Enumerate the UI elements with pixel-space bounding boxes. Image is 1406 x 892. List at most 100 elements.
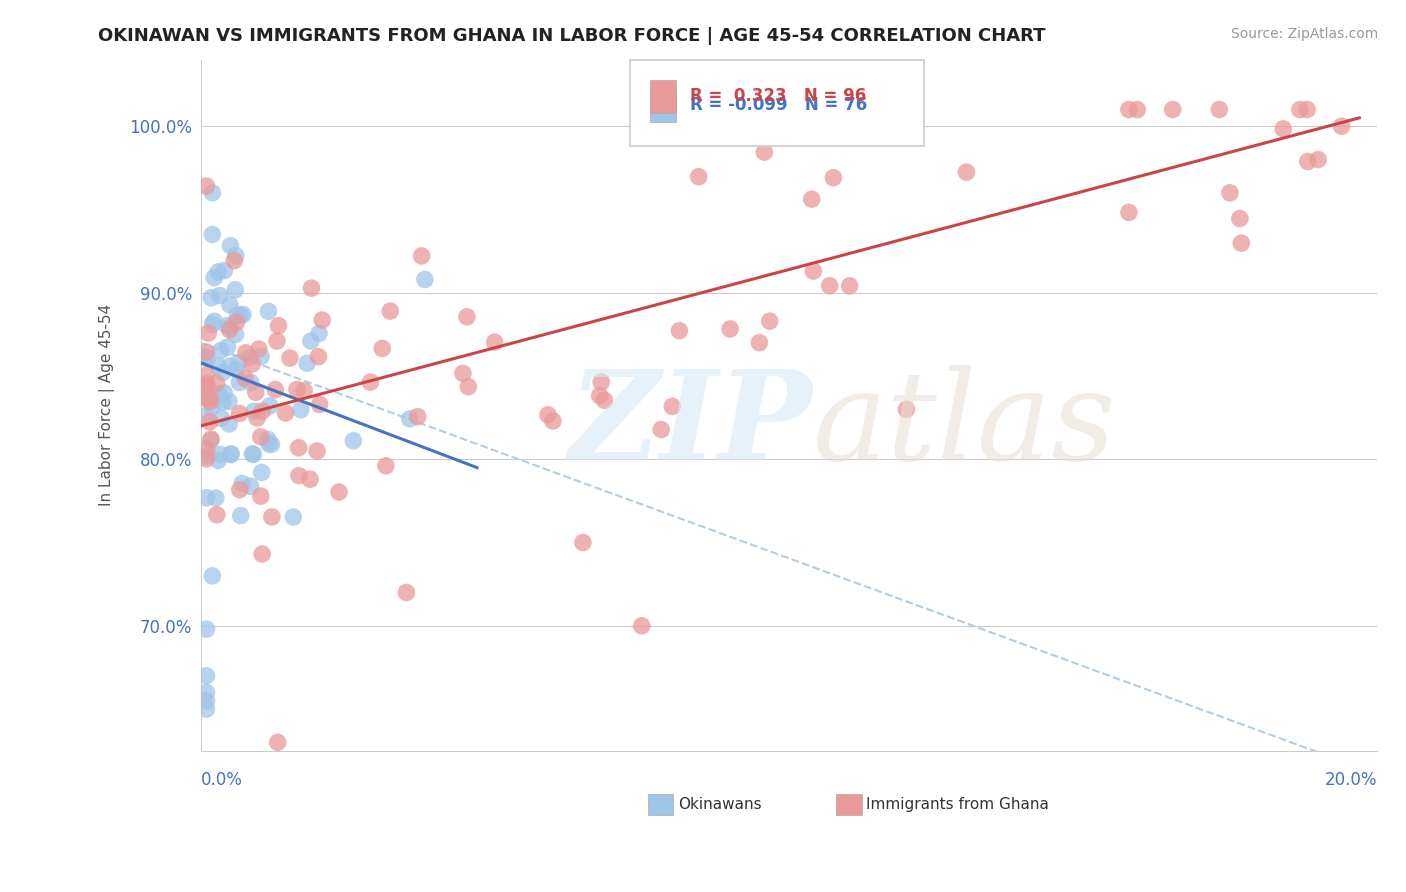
Point [228,356,250,370]
Text: R =  0.323   N = 96: R = 0.323 N = 96 [690,87,866,105]
Point [195,451,218,466]
Point [219,448,242,462]
Point [201,227,224,242]
Point [572,535,595,549]
Y-axis label: In Labor Force | Age 45-54: In Labor Force | Age 45-54 [100,304,115,507]
Point [195,702,218,716]
Text: 20.0%: 20.0% [1324,772,1376,789]
Point [219,238,242,252]
Point [274,406,297,420]
Point [217,340,239,354]
Point [207,453,229,467]
Point [800,192,823,206]
Point [224,283,246,297]
Point [209,343,232,358]
Point [239,376,262,390]
Point [195,345,218,359]
Point [231,476,253,491]
Point [1219,186,1241,200]
Point [229,309,252,323]
Point [818,278,841,293]
Point [195,179,218,194]
Point [229,508,252,523]
Point [195,685,218,699]
Point [195,491,218,505]
Point [198,391,221,405]
Point [200,434,222,448]
Text: ZIP: ZIP [568,365,813,487]
Point [374,458,396,473]
Point [758,314,780,328]
Bar [648,794,673,815]
Point [218,323,240,337]
Point [202,270,225,285]
Point [245,385,267,400]
Point [283,510,305,524]
Point [195,694,218,708]
Point [299,334,322,348]
Point [873,103,896,117]
Point [264,383,287,397]
Point [287,441,309,455]
Point [257,304,280,318]
Point [411,249,433,263]
Point [838,278,860,293]
Point [308,326,330,341]
Point [207,387,229,401]
Point [1229,211,1251,226]
Point [250,350,273,364]
Point [202,314,225,328]
Point [240,447,263,461]
Point [195,442,218,456]
Point [207,265,229,279]
Point [688,169,710,184]
Point [267,735,290,749]
Point [1230,236,1253,251]
Point [228,406,250,420]
Point [1118,205,1140,219]
Point [198,415,221,429]
Point [195,449,218,463]
Point [1272,121,1295,136]
Point [288,468,311,483]
Point [1208,103,1230,117]
Point [250,466,273,480]
Point [228,376,250,390]
Bar [650,88,676,122]
Point [252,404,274,418]
Point [209,448,232,462]
Point [299,472,322,486]
Point [195,392,218,406]
Point [537,408,560,422]
Point [398,412,420,426]
Point [257,437,280,451]
Point [589,389,612,403]
Point [239,479,262,493]
Point [328,485,350,500]
Point [260,437,283,451]
Point [257,433,280,447]
Point [259,399,281,413]
Point [201,569,224,583]
Point [211,395,233,409]
Text: Immigrants from Ghana: Immigrants from Ghana [866,797,1049,812]
Point [195,622,218,636]
Point [195,380,218,394]
Point [650,423,672,437]
Point [1118,103,1140,117]
Point [359,375,381,389]
Point [593,393,616,408]
Point [225,315,247,329]
Point [246,411,269,425]
Point [278,351,301,365]
Point [225,249,247,263]
Point [195,376,218,391]
Point [305,444,328,458]
Point [229,483,252,497]
Point [308,397,330,411]
Point [195,669,218,683]
Point [218,320,240,334]
Point [232,307,254,321]
Point [307,350,329,364]
Point [1161,103,1184,117]
